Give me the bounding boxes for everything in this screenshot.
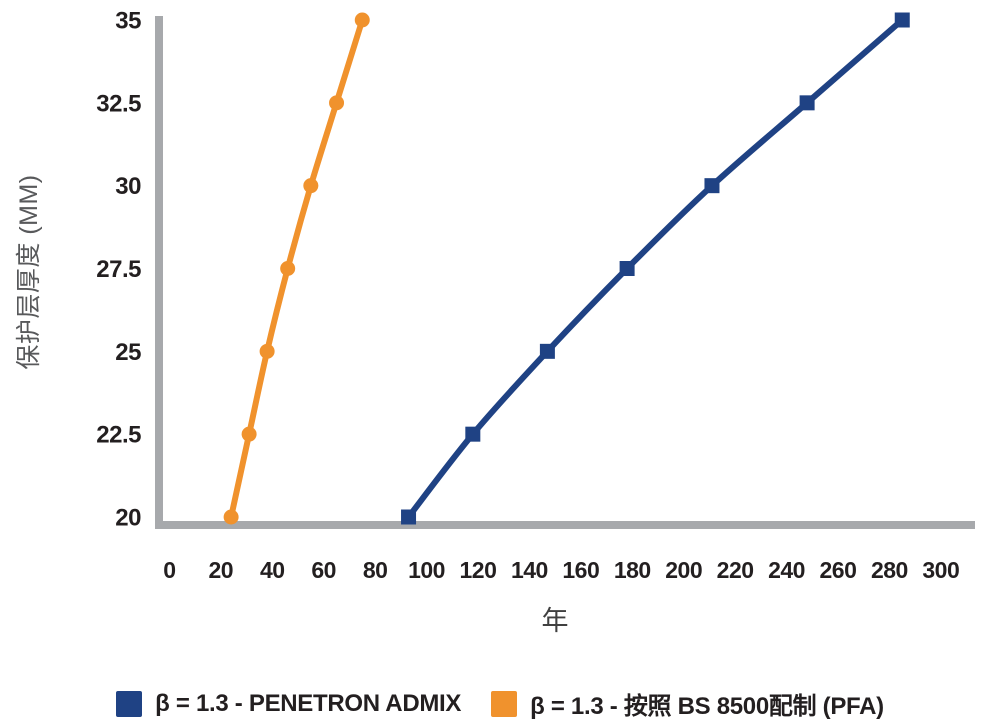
legend-item-penetron-admix: β = 1.3 - PENETRON ADMIX: [116, 690, 461, 718]
data-point-square: [401, 509, 417, 525]
y-axis-title: 保护层厚度 (MM): [15, 174, 43, 370]
data-point-square: [619, 261, 635, 277]
y-tick-label: 25: [115, 339, 141, 366]
data-point-circle: [303, 178, 319, 194]
x-tick-label: 220: [717, 557, 754, 583]
x-axis-title: 年: [541, 606, 569, 636]
legend-item-bs8500-pfa: β = 1.3 - 按照 BS 8500配制 (PFA): [491, 686, 884, 721]
legend-swatch-blue: [116, 690, 143, 717]
x-tick-label: 80: [363, 557, 388, 583]
x-tick-label: 20: [209, 557, 234, 583]
x-tick-label: 280: [871, 557, 908, 583]
line-chart-canvas: 20 22.5 25 27.5 30 32.5 35 0 20 40 60 80 100 120 140 16…: [96, 8, 975, 583]
x-tick-label: 60: [311, 557, 336, 583]
data-point-square: [704, 178, 720, 194]
x-tick-label: 240: [768, 557, 805, 583]
x-tick-label: 200: [665, 557, 702, 583]
data-point-circle: [223, 509, 239, 525]
x-tick-label: 300: [922, 557, 959, 583]
legend-swatch-orange: [491, 690, 518, 717]
data-point-circle: [259, 343, 275, 359]
y-tick-label: 27.5: [96, 256, 141, 283]
y-tick-label: 30: [115, 173, 141, 200]
x-tick-label: 120: [460, 557, 497, 583]
data-point-circle: [241, 426, 257, 442]
x-tick-label: 180: [614, 557, 651, 583]
x-tick-label: 40: [260, 557, 285, 583]
data-point-circle: [280, 261, 296, 277]
legend-label-penetron-admix: β = 1.3 - PENETRON ADMIX: [155, 689, 462, 717]
x-tick-label: 0: [163, 557, 175, 583]
x-tick-label: 140: [511, 557, 548, 583]
x-tick-label: 260: [820, 557, 857, 583]
y-tick-label: 32.5: [96, 90, 141, 117]
data-point-square: [539, 343, 555, 359]
data-point-square: [465, 426, 481, 442]
y-tick-label: 35: [115, 8, 141, 35]
x-tick-label: 160: [562, 557, 599, 583]
data-point-circle: [329, 95, 345, 111]
legend-label-bs8500-pfa: β = 1.3 - 按照 BS 8500配制 (PFA): [530, 693, 884, 720]
series-line-1: [228, 17, 366, 520]
legend: β = 1.3 - PENETRON ADMIX β = 1.3 - 按照 BS…: [0, 686, 1000, 721]
y-tick-label: 20: [115, 505, 141, 532]
series-line-0: [405, 17, 906, 520]
data-point-circle: [354, 12, 370, 28]
data-point-square: [799, 95, 815, 111]
y-tick-label: 22.5: [96, 422, 141, 449]
data-point-square: [894, 12, 910, 28]
x-tick-label: 100: [408, 557, 445, 583]
